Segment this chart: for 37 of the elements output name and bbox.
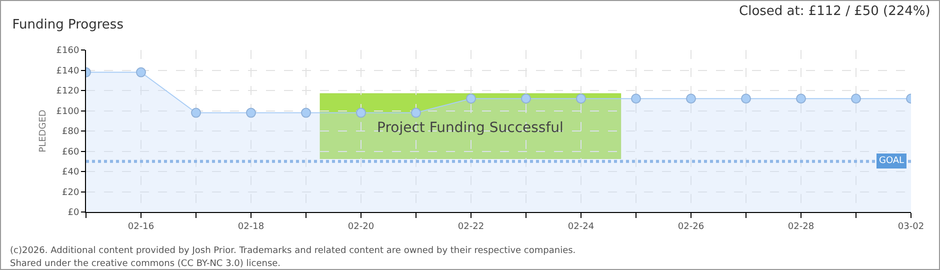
point bbox=[631, 94, 641, 104]
y-tick-label: £40 bbox=[62, 168, 80, 178]
y-tick-label: £0 bbox=[68, 208, 80, 218]
chart-subtitle: Closed at: £112 / £50 (224%) bbox=[739, 4, 930, 19]
y-axis-title: PLEDGED bbox=[38, 110, 49, 152]
text: Shared under the creative commons (CC BY-NC 3.0) license. bbox=[10, 259, 281, 269]
y-tick-label: £160 bbox=[56, 46, 80, 56]
point bbox=[851, 94, 861, 104]
y-tick-label: £20 bbox=[62, 188, 80, 198]
y-tick-label: £120 bbox=[56, 86, 80, 97]
chart-title: Funding Progress bbox=[12, 17, 124, 32]
point bbox=[796, 94, 806, 104]
point bbox=[246, 108, 256, 118]
y-tick-label: £140 bbox=[56, 66, 80, 76]
x-tick-label: 02-26 bbox=[678, 222, 704, 232]
point bbox=[356, 108, 366, 118]
ref-line-label: GOAL bbox=[879, 156, 904, 166]
point bbox=[411, 108, 421, 118]
x-tick-label: 02-28 bbox=[788, 222, 814, 232]
x-tick-label: 02-24 bbox=[568, 222, 594, 232]
point bbox=[301, 108, 311, 118]
point bbox=[466, 94, 476, 104]
point bbox=[191, 108, 201, 118]
y-tick-label: £60 bbox=[62, 147, 80, 158]
point bbox=[686, 94, 696, 104]
text: (c)2026. Additional content provided by Josh Prior. Trademarks and related content are owned by their respective companies. bbox=[10, 246, 576, 256]
y-tick-label: £100 bbox=[56, 106, 80, 117]
x-tick-label: 02-20 bbox=[348, 222, 374, 232]
x-tick-label: 02-16 bbox=[128, 222, 154, 232]
x-tick-label: 02-18 bbox=[238, 222, 264, 232]
point bbox=[576, 94, 586, 104]
x-tick-label: 03-02 bbox=[898, 222, 924, 232]
y-tick-label: £80 bbox=[62, 127, 80, 138]
point bbox=[741, 94, 751, 104]
x-tick-label: 02-22 bbox=[458, 222, 484, 232]
point bbox=[521, 94, 531, 104]
point bbox=[136, 67, 146, 78]
